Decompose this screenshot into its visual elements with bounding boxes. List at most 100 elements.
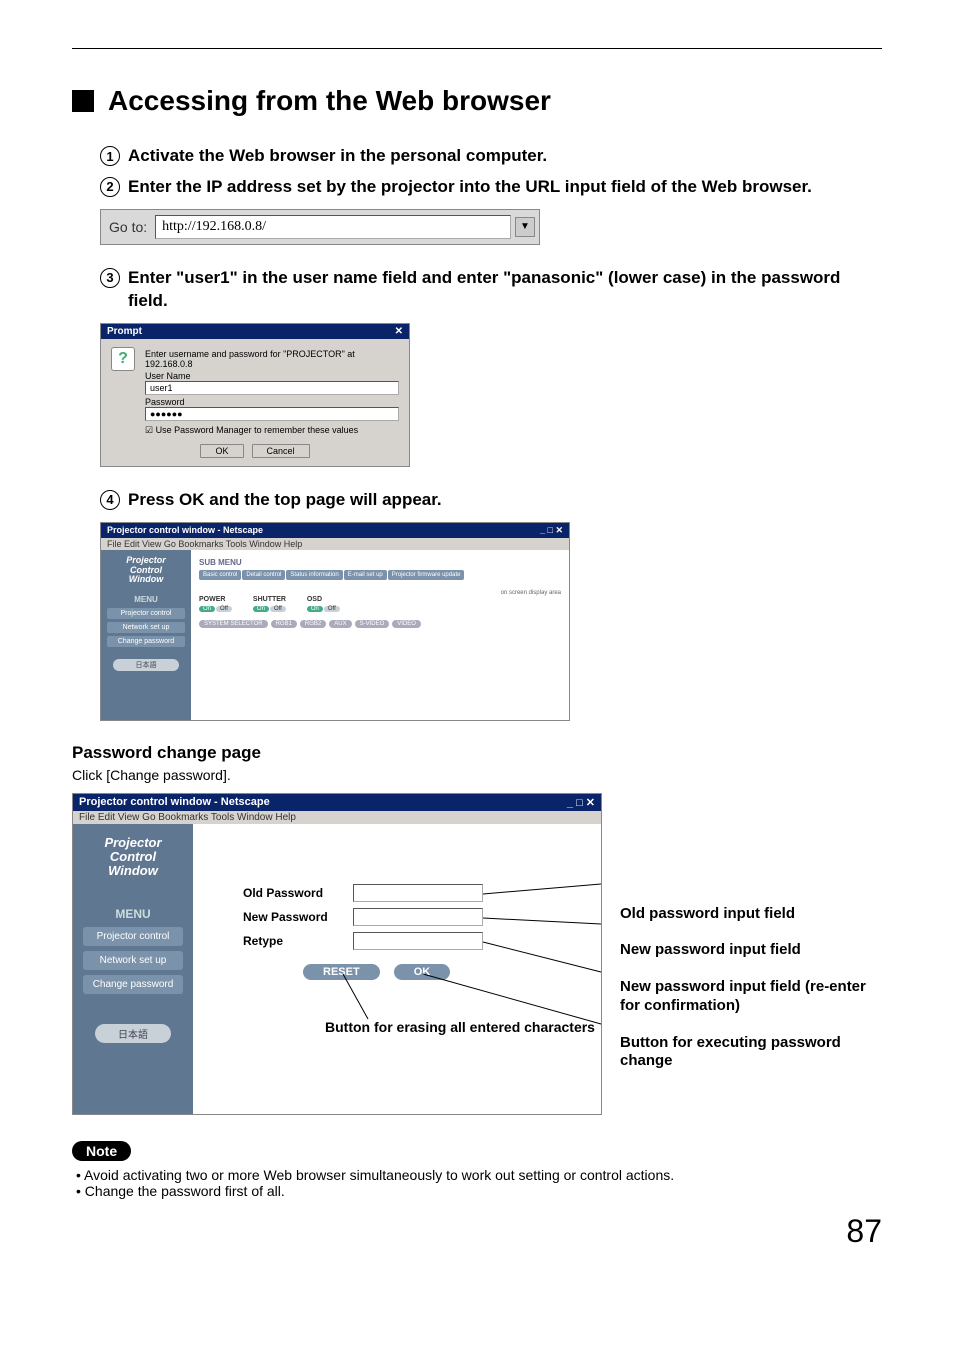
step-text-1: Activate the Web browser in the personal…: [128, 145, 547, 168]
callout-retype: New password input field (re-enter for c…: [620, 978, 882, 1016]
step-3: 3 Enter "user1" in the user name field a…: [100, 267, 882, 313]
sidebar-item-change-password[interactable]: Change password: [83, 975, 183, 994]
tab-status-information[interactable]: Status information: [286, 570, 342, 580]
prompt-msg: Enter username and password for "PROJECT…: [145, 349, 399, 369]
video-button[interactable]: VIDEO: [392, 620, 421, 628]
osd-group: OSD OnOff: [307, 596, 341, 612]
remember-label: Use Password Manager to remember these v…: [156, 425, 359, 435]
figure-prompt-dialog: Prompt ✕ ? Enter username and password f…: [100, 323, 882, 467]
figure-control-window-top: Projector control window - Netscape _ □ …: [100, 522, 882, 721]
step-num-3: 3: [100, 268, 120, 288]
section-title: Accessing from the Web browser: [72, 85, 882, 117]
sidebar-item-projector-control[interactable]: Projector control: [107, 608, 185, 619]
rgb2-button[interactable]: RGB2: [300, 620, 326, 628]
ok-button[interactable]: OK: [394, 964, 451, 980]
system-selector-button[interactable]: SYSTEM SELECTOR: [199, 620, 268, 628]
step-text-4: Press OK and the top page will appear.: [128, 489, 442, 512]
callout-old-pw: Old password input field: [620, 905, 882, 924]
power-on-button[interactable]: On: [199, 606, 215, 612]
page-number: 87: [72, 1213, 882, 1250]
pcw2-title-text: Projector control window - Netscape: [79, 796, 270, 809]
submenu-label: SUB MENU: [199, 558, 561, 567]
sidebar-item-change-password[interactable]: Change password: [107, 636, 185, 647]
input-selector-row: SYSTEM SELECTOR RGB1 RGB2 AUX S-VIDEO VI…: [199, 620, 561, 628]
osd-label: OSD: [307, 596, 341, 603]
pcw2-sidebar: Projector Control Window MENU Projector …: [73, 824, 193, 1114]
shutter-off-button[interactable]: Off: [270, 606, 286, 612]
power-label: POWER: [199, 596, 233, 603]
window-controls-icon[interactable]: _ □ ✕: [567, 796, 595, 809]
shutter-on-button[interactable]: On: [253, 606, 269, 612]
old-password-row: Old Password: [243, 884, 581, 902]
right-callouts: Old password input field New password in…: [620, 793, 882, 1090]
retype-input[interactable]: [353, 932, 483, 950]
cancel-button[interactable]: Cancel: [252, 444, 310, 458]
old-password-label: Old Password: [243, 886, 353, 900]
osd-off-button[interactable]: Off: [324, 606, 340, 612]
pcw-menubar[interactable]: File Edit View Go Bookmarks Tools Window…: [101, 538, 569, 550]
shutter-group: SHUTTER OnOff: [253, 596, 287, 612]
note-item: Avoid activating two or more Web browser…: [76, 1167, 882, 1183]
close-icon[interactable]: ✕: [395, 326, 403, 337]
new-password-row: New Password: [243, 908, 581, 926]
tab-email-setup[interactable]: E-mail set up: [344, 570, 387, 580]
user-name-label: User Name: [145, 371, 399, 381]
power-off-button[interactable]: Off: [216, 606, 232, 612]
figure-address-bar: Go to: http://192.168.0.8/ ▼: [100, 209, 882, 245]
step-num-4: 4: [100, 490, 120, 510]
step-text-2: Enter the IP address set by the projecto…: [128, 176, 812, 199]
aux-button[interactable]: AUX: [329, 620, 351, 628]
pcw-titlebar: Projector control window - Netscape _ □ …: [101, 523, 569, 538]
submenu-tabs: Basic control Detail control Status info…: [199, 570, 561, 580]
pcw2-titlebar: Projector control window - Netscape _ □ …: [73, 794, 601, 811]
password-change-heading: Password change page: [72, 743, 882, 763]
prompt-dialog: Prompt ✕ ? Enter username and password f…: [100, 323, 410, 467]
top-rule: [72, 48, 882, 49]
window-controls-icon[interactable]: _ □ ✕: [540, 525, 563, 536]
reset-button[interactable]: RESET: [303, 964, 380, 980]
tab-detail-control[interactable]: Detail control: [242, 570, 285, 580]
sidebar-item-network-setup[interactable]: Network set up: [107, 622, 185, 633]
rgb1-button[interactable]: RGB1: [271, 620, 297, 628]
pcw-main: SUB MENU Basic control Detail control St…: [191, 550, 569, 720]
new-password-input[interactable]: [353, 908, 483, 926]
sidebar-item-japanese[interactable]: 日本語: [113, 659, 179, 671]
step-num-1: 1: [100, 146, 120, 166]
step-4: 4 Press OK and the top page will appear.: [100, 489, 882, 512]
old-password-input[interactable]: [353, 884, 483, 902]
question-icon: ?: [111, 347, 135, 371]
sidebar-item-projector-control[interactable]: Projector control: [83, 927, 183, 946]
figure-password-change: Projector control window - Netscape _ □ …: [72, 793, 882, 1115]
prompt-titlebar: Prompt ✕: [101, 324, 409, 339]
retype-label: Retype: [243, 934, 353, 948]
svideo-button[interactable]: S-VIDEO: [355, 620, 390, 628]
tab-firmware-update[interactable]: Projector firmware update: [388, 570, 465, 580]
retype-row: Retype: [243, 932, 581, 950]
pcw-menu-label: MENU: [105, 595, 187, 604]
addr-url-input[interactable]: http://192.168.0.8/: [155, 215, 511, 239]
callout-ok-exec: Button for executing password change: [620, 1034, 882, 1072]
pcw-title-text: Projector control window - Netscape: [107, 525, 263, 536]
note-pill: Note: [72, 1141, 131, 1161]
pcw2-menubar[interactable]: File Edit View Go Bookmarks Tools Window…: [73, 811, 601, 824]
password-input[interactable]: ●●●●●●: [145, 407, 399, 421]
pcw-logo: Projector Control Window: [105, 556, 187, 586]
user-name-input[interactable]: user1: [145, 381, 399, 395]
osd-on-button[interactable]: On: [307, 606, 323, 612]
pcw2-menu-label: MENU: [79, 907, 187, 921]
note-item: Change the password first of all.: [76, 1183, 882, 1199]
remember-checkbox-row[interactable]: ☑ Use Password Manager to remember these…: [145, 425, 399, 436]
addr-dropdown-icon[interactable]: ▼: [515, 217, 535, 237]
control-window-pwchange: Projector control window - Netscape _ □ …: [72, 793, 602, 1115]
square-bullet-icon: [72, 90, 94, 112]
shutter-label: SHUTTER: [253, 596, 287, 603]
sidebar-item-japanese[interactable]: 日本語: [95, 1024, 171, 1043]
ok-button[interactable]: OK: [200, 444, 243, 458]
erase-callout: Button for erasing all entered character…: [325, 1019, 595, 1036]
sidebar-item-network-setup[interactable]: Network set up: [83, 951, 183, 970]
control-window-top: Projector control window - Netscape _ □ …: [100, 522, 570, 721]
notes-list: Avoid activating two or more Web browser…: [72, 1167, 882, 1199]
tab-basic-control[interactable]: Basic control: [199, 570, 241, 580]
pcw2-logo: Projector Control Window: [79, 836, 187, 879]
step-1: 1 Activate the Web browser in the person…: [100, 145, 882, 168]
